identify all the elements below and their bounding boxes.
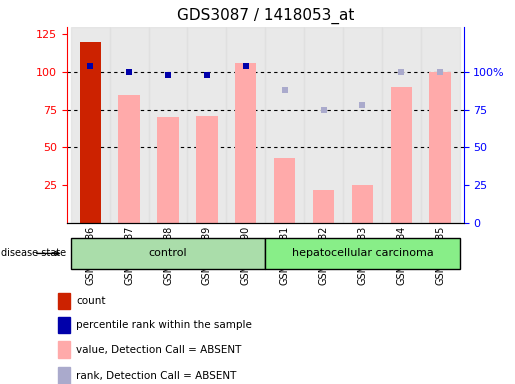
Bar bbox=[304, 27, 343, 223]
Point bbox=[203, 72, 211, 78]
Point bbox=[436, 69, 444, 75]
Text: percentile rank within the sample: percentile rank within the sample bbox=[76, 320, 252, 330]
Bar bbox=[118, 95, 140, 223]
Bar bbox=[58, 341, 70, 358]
Point bbox=[125, 69, 133, 75]
Bar bbox=[390, 87, 412, 223]
Point bbox=[281, 87, 289, 93]
Text: count: count bbox=[76, 296, 106, 306]
Point bbox=[358, 102, 367, 108]
Bar bbox=[158, 117, 179, 223]
Bar bbox=[274, 158, 296, 223]
Text: rank, Detection Call = ABSENT: rank, Detection Call = ABSENT bbox=[76, 371, 236, 381]
Point bbox=[86, 63, 94, 69]
Bar bbox=[382, 27, 421, 223]
Bar bbox=[313, 190, 334, 223]
Bar bbox=[58, 367, 70, 384]
Bar bbox=[71, 27, 110, 223]
Bar bbox=[235, 63, 256, 223]
Point bbox=[397, 69, 405, 75]
Bar bbox=[196, 116, 218, 223]
Bar bbox=[187, 27, 227, 223]
Bar bbox=[421, 27, 459, 223]
Bar bbox=[80, 42, 101, 223]
Text: disease state: disease state bbox=[2, 248, 66, 258]
Bar bbox=[265, 238, 459, 269]
Bar bbox=[71, 238, 265, 269]
Bar bbox=[58, 293, 70, 310]
Bar bbox=[149, 27, 187, 223]
Title: GDS3087 / 1418053_at: GDS3087 / 1418053_at bbox=[177, 8, 354, 24]
Point bbox=[242, 63, 250, 69]
Bar bbox=[110, 27, 149, 223]
Text: control: control bbox=[149, 248, 187, 258]
Text: hepatocellular carcinoma: hepatocellular carcinoma bbox=[291, 248, 433, 258]
Bar bbox=[430, 72, 451, 223]
Point bbox=[164, 72, 172, 78]
Point bbox=[319, 107, 328, 113]
Bar bbox=[352, 185, 373, 223]
Bar bbox=[58, 316, 70, 333]
Bar bbox=[343, 27, 382, 223]
Bar bbox=[227, 27, 265, 223]
Text: value, Detection Call = ABSENT: value, Detection Call = ABSENT bbox=[76, 345, 242, 355]
Bar bbox=[265, 27, 304, 223]
